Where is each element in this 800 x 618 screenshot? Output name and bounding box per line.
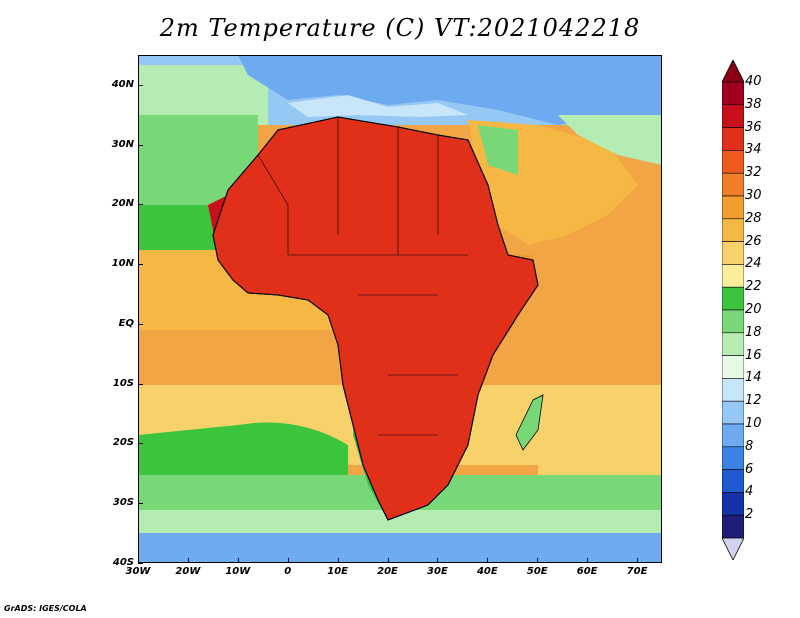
- colorbar-tick-label: 30: [745, 188, 762, 203]
- lon-tick-label: 30E: [427, 566, 448, 577]
- lon-tick-label: 40E: [476, 566, 498, 577]
- lon-tick: [337, 558, 339, 563]
- colorbar-segment: [722, 400, 744, 425]
- lat-tick: [138, 503, 143, 505]
- colorbar-segment: [722, 355, 744, 379]
- lon-tick-label: 60E: [576, 566, 598, 577]
- colorbar-segment: [722, 127, 744, 151]
- lon-tick: [587, 558, 589, 563]
- lon-tick-label: 30W: [125, 566, 151, 577]
- iran-land: [558, 115, 662, 165]
- lon-tick-label: 20W: [175, 566, 201, 577]
- europe-land: [238, 55, 662, 125]
- colorbar: [722, 60, 744, 560]
- lat-tick: [138, 204, 143, 206]
- colorbar-tick-label: 6: [745, 461, 754, 477]
- lon-tick: [537, 558, 539, 563]
- map-title: 2m Temperature (C) VT:2021042218: [159, 14, 641, 42]
- lat-tick-label: 10S: [112, 377, 134, 389]
- lon-tick-label: 20E: [377, 566, 398, 577]
- colorbar-tick-label: 40: [745, 74, 762, 89]
- colorbar-bottom-arrow: [722, 537, 744, 560]
- lat-tick-label: 30N: [111, 138, 134, 150]
- lat-tick-label: EQ: [118, 317, 134, 329]
- lat-tick-label: 40S: [112, 557, 134, 568]
- colorbar-segment: [722, 332, 744, 356]
- lon-tick: [237, 558, 239, 563]
- levant-cool: [478, 125, 518, 175]
- lat-tick-label: 10N: [111, 258, 134, 270]
- lat-tick-label: 30S: [112, 497, 134, 509]
- colorbar-tick-label: 34: [745, 142, 762, 158]
- lat-tick: [138, 84, 143, 86]
- colorbar-segment: [722, 150, 744, 174]
- colorbar-segment: [722, 309, 744, 334]
- colorbar-segment: [722, 378, 744, 402]
- ocean-indian-south: [538, 385, 662, 475]
- colorbar-segment: [722, 423, 744, 448]
- colorbar-segment: [722, 104, 744, 128]
- colorbar-tick-label: 20: [745, 302, 762, 317]
- mediterranean-sea: [288, 95, 468, 117]
- colorbar-tick-label: 12: [745, 393, 762, 409]
- colorbar-tick-label: 4: [745, 484, 754, 500]
- colorbar-segment: [722, 514, 744, 539]
- colorbar-tick-label: 18: [745, 324, 762, 340]
- lon-tick: [487, 558, 489, 563]
- temperature-field: [138, 55, 662, 563]
- colorbar-segment: [722, 218, 744, 242]
- lon-tick-label: 0: [284, 566, 292, 577]
- colorbar-segment: [722, 264, 744, 288]
- lat-tick: [138, 323, 143, 325]
- colorbar-tick-label: 24: [745, 256, 762, 272]
- lat-tick: [138, 144, 143, 146]
- lat-tick-label: 40N: [111, 78, 134, 90]
- lat-tick-label: 20S: [112, 437, 134, 449]
- lat-tick-label: 20N: [111, 198, 134, 210]
- colorbar-segment: [722, 469, 744, 493]
- lat-tick: [138, 264, 143, 266]
- ocean-south-band3: [138, 533, 662, 563]
- madagascar: [515, 394, 544, 451]
- country-borders: [257, 117, 468, 436]
- colorbar-tick-label: 22: [745, 279, 762, 295]
- lon-tick: [138, 558, 139, 563]
- colorbar-tick-label: 10: [745, 416, 762, 431]
- lat-tick: [138, 563, 143, 564]
- colorbar-tick-label: 14: [745, 370, 762, 386]
- colorbar-segment: [722, 81, 744, 106]
- colorbar-tick-label: 16: [745, 347, 762, 363]
- colorbar-segment: [722, 195, 744, 220]
- colorbar-tick-label: 8: [745, 438, 754, 454]
- grads-credit: GrADS: IGES/COLA: [4, 604, 87, 613]
- colorbar-tick-label: 32: [745, 165, 762, 181]
- colorbar-tick-label: 2: [745, 507, 754, 523]
- africa-border: [212, 116, 539, 521]
- lon-tick: [287, 558, 289, 563]
- lon-tick: [387, 558, 389, 563]
- colorbar-segment: [722, 492, 744, 516]
- lon-tick-label: 50E: [526, 566, 548, 577]
- colorbar-segment: [722, 172, 744, 197]
- lat-tick: [138, 383, 143, 385]
- colorbar-top-arrow: [722, 60, 744, 83]
- colorbar-segment: [722, 286, 744, 311]
- colorbar-tick-label: 38: [745, 96, 762, 112]
- colorbar-tick-label: 36: [745, 119, 762, 135]
- lon-tick-label: 70E: [626, 566, 648, 577]
- map-plot-area: [138, 55, 662, 563]
- lon-tick-label: 10W: [225, 566, 251, 577]
- lon-tick: [187, 558, 189, 563]
- colorbar-segment: [722, 446, 744, 470]
- ocean-benguela: [138, 422, 348, 485]
- lon-tick: [437, 558, 439, 563]
- colorbar-segment: [722, 241, 744, 265]
- lon-tick-label: 10E: [327, 566, 348, 577]
- lon-tick: [637, 558, 639, 563]
- colorbar-tick-label: 26: [745, 233, 762, 249]
- lat-tick: [138, 443, 143, 445]
- colorbar-tick-label: 28: [745, 210, 762, 226]
